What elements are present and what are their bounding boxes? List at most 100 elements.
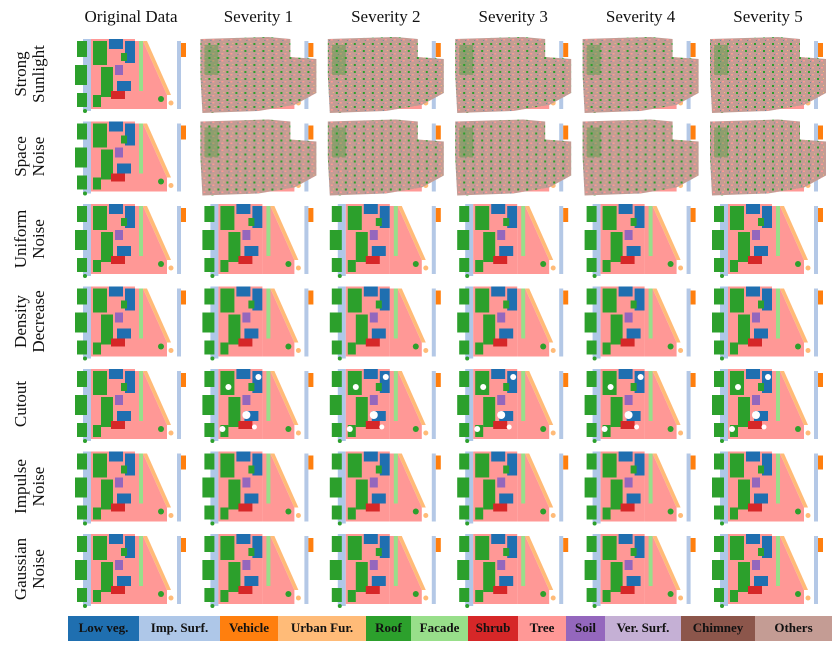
point-cloud-image	[329, 286, 441, 361]
noise-overlay	[327, 119, 444, 196]
legend-label: Urban Fur.	[291, 620, 353, 635]
point-cloud-image	[457, 369, 569, 443]
scene	[202, 534, 314, 608]
legend-swatch	[139, 616, 220, 641]
legend-label: Facade	[420, 620, 460, 635]
legend-label: Others	[774, 620, 812, 635]
legend-label: Chimney	[693, 620, 744, 635]
legend-label: Ver. Surf.	[617, 620, 670, 635]
point-cloud-image	[457, 534, 569, 608]
scene	[75, 534, 186, 608]
point-cloud-image	[200, 37, 317, 113]
legend-label: Low veg.	[79, 620, 129, 635]
point-cloud-image	[712, 534, 823, 608]
legend-swatch	[68, 616, 139, 641]
point-cloud-image	[75, 451, 186, 526]
scene	[329, 204, 441, 278]
scene	[202, 451, 314, 526]
point-cloud-image	[710, 37, 826, 113]
column-header: Original Data	[85, 7, 178, 26]
scene	[75, 121, 186, 196]
legend-swatch	[755, 616, 832, 641]
noise-overlay	[582, 119, 699, 196]
point-cloud-image	[329, 451, 441, 526]
scene	[584, 369, 696, 443]
point-cloud-image	[75, 204, 186, 278]
noise-overlay	[582, 37, 699, 113]
legend-label: Tree	[530, 620, 555, 635]
point-cloud-image	[75, 534, 186, 608]
row-label: Decrease	[29, 290, 48, 352]
row-label: Strong	[11, 51, 30, 97]
noise-overlay	[200, 37, 317, 113]
scene	[457, 451, 569, 526]
point-cloud-image	[329, 369, 441, 443]
point-cloud-image	[327, 37, 444, 113]
legend-label: Shrub	[476, 620, 511, 635]
scene	[457, 204, 569, 278]
row-label: Space	[11, 136, 30, 177]
scene	[584, 534, 696, 608]
scene	[75, 369, 186, 443]
noise-overlay	[327, 37, 444, 113]
row-label: Sunlight	[29, 45, 48, 103]
point-cloud-image	[457, 451, 569, 526]
point-cloud-image	[584, 451, 696, 526]
point-cloud-image	[584, 369, 696, 443]
scene	[75, 286, 186, 361]
point-cloud-image	[75, 369, 186, 443]
scene	[712, 451, 823, 526]
scene	[329, 534, 441, 608]
row-label: Density	[11, 295, 30, 348]
point-cloud-image	[202, 369, 314, 443]
scene	[584, 451, 696, 526]
row-label: Uniform	[11, 210, 30, 269]
scene	[457, 369, 569, 443]
point-cloud-image	[712, 369, 823, 443]
point-cloud-image	[200, 119, 317, 196]
legend-swatch	[468, 616, 518, 641]
scene	[712, 369, 823, 443]
point-cloud-image	[455, 119, 572, 196]
scene	[712, 286, 823, 361]
point-cloud-image	[75, 121, 186, 196]
scene	[712, 204, 823, 278]
point-cloud-image	[584, 286, 696, 361]
point-cloud-image	[457, 204, 569, 278]
point-cloud-image	[710, 119, 826, 196]
scene	[202, 204, 314, 278]
point-cloud-image	[455, 37, 572, 113]
legend-label: Soil	[575, 620, 596, 635]
scene	[712, 534, 823, 608]
legend-swatch	[366, 616, 411, 641]
point-cloud-image	[584, 204, 696, 278]
scene	[457, 286, 569, 361]
legend-swatch	[518, 616, 566, 641]
row-label: Noise	[29, 137, 48, 177]
legend-swatch	[566, 616, 605, 641]
legend-label: Roof	[375, 620, 402, 635]
legend-swatch	[220, 616, 278, 641]
scene	[202, 286, 314, 361]
row-label: Impulse	[11, 459, 30, 514]
point-cloud-image	[202, 286, 314, 361]
legend-swatch	[411, 616, 468, 641]
point-cloud-image	[75, 286, 186, 361]
scene	[329, 286, 441, 361]
scene	[202, 369, 314, 443]
point-cloud-image	[329, 534, 441, 608]
point-cloud-image	[712, 204, 823, 278]
row-label: Cutout	[11, 381, 30, 428]
point-cloud-image	[457, 286, 569, 361]
column-header: Severity 4	[606, 7, 676, 26]
point-cloud-image	[712, 286, 823, 361]
column-header: Severity 1	[224, 7, 293, 26]
scene	[75, 39, 186, 113]
noise-overlay	[710, 119, 826, 196]
point-cloud-image	[75, 39, 186, 113]
legend-swatch	[605, 616, 681, 641]
noise-overlay	[710, 37, 826, 113]
scene	[584, 286, 696, 361]
point-cloud-image	[582, 119, 699, 196]
